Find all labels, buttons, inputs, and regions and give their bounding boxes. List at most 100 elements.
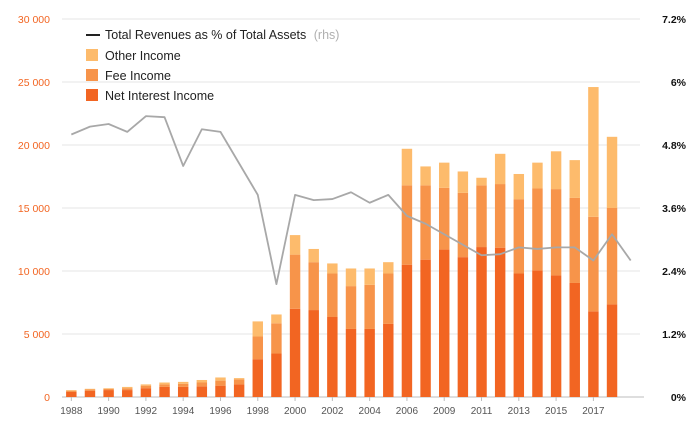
bar-fee-income-2007 bbox=[420, 185, 431, 260]
bar-other-income-2011 bbox=[494, 153, 506, 185]
bar-net-interest-income-2010 bbox=[476, 247, 487, 397]
bar-other-income-1993 bbox=[159, 382, 170, 385]
bar-net-interest-income-1996 bbox=[215, 385, 226, 397]
left-tick-label: 0 bbox=[44, 392, 50, 404]
bar-fee-income-2001 bbox=[308, 262, 319, 311]
bar-fee-income-1994 bbox=[177, 383, 189, 387]
x-tick-label: 2000 bbox=[284, 406, 307, 417]
bar-net-interest-income-1991 bbox=[122, 390, 133, 397]
right-tick-label: 2.4% bbox=[662, 266, 687, 278]
x-tick-label: 1990 bbox=[97, 406, 120, 417]
x-tick-label: 2006 bbox=[396, 406, 419, 417]
bar-other-income-1996 bbox=[215, 377, 226, 381]
right-axis: 0% 1.2% 2.4% 3.6% 4.8% 6% 7.2% bbox=[662, 14, 687, 404]
bar-fee-income-1992 bbox=[140, 385, 152, 389]
x-tick-label: 2017 bbox=[582, 406, 605, 417]
legend-swatch-fee-income bbox=[86, 69, 98, 81]
bar-fee-income-2003 bbox=[345, 286, 357, 329]
bar-fee-income-1998 bbox=[252, 336, 263, 360]
legend-label-fee-income: Fee Income bbox=[105, 69, 171, 83]
x-tick-label: 2015 bbox=[545, 406, 568, 417]
bar-other-income-2015 bbox=[569, 160, 580, 198]
x-tick-label: 2009 bbox=[433, 406, 456, 417]
bar-fee-income-2012 bbox=[513, 199, 525, 274]
left-tick-label: 25 000 bbox=[18, 77, 50, 89]
bar-net-interest-income-2000 bbox=[289, 308, 301, 397]
right-tick-label: 1.2% bbox=[662, 329, 687, 341]
bar-fee-income-2009 bbox=[457, 192, 469, 258]
bar-other-income-2001 bbox=[308, 248, 319, 263]
bar-other-income-2004 bbox=[364, 268, 375, 285]
bar-fee-income-2017 bbox=[606, 208, 618, 305]
bar-other-income-2006 bbox=[401, 148, 413, 186]
x-tick-label: 1992 bbox=[135, 406, 158, 417]
bar-fee-income-2006 bbox=[401, 185, 413, 265]
bar-net-interest-income-2004 bbox=[364, 328, 375, 397]
left-tick-label: 20 000 bbox=[18, 140, 50, 152]
bar-net-interest-income-2016 bbox=[588, 311, 599, 397]
bar-other-income-2017 bbox=[606, 136, 618, 208]
left-tick-label: 15 000 bbox=[18, 203, 50, 215]
bar-other-income-2014 bbox=[550, 151, 562, 190]
bar-other-income-2000 bbox=[289, 235, 301, 255]
bar-net-interest-income-1990 bbox=[103, 390, 114, 397]
bar-fee-income-2004 bbox=[364, 284, 375, 329]
bar-fee-income-1996 bbox=[215, 380, 226, 386]
bar-fee-income-2008 bbox=[439, 187, 450, 250]
stacked-bars bbox=[66, 87, 618, 397]
bar-fee-income-2010 bbox=[476, 185, 487, 248]
bar-other-income-1994 bbox=[177, 381, 189, 384]
bar-fee-income-2000 bbox=[289, 254, 301, 309]
bar-other-income-2003 bbox=[345, 268, 357, 287]
x-tick-label: 2002 bbox=[321, 406, 344, 417]
right-tick-label: 4.8% bbox=[662, 140, 687, 152]
bar-net-interest-income-1997 bbox=[233, 384, 245, 397]
bar-fee-income-2011 bbox=[494, 184, 506, 248]
bar-fee-income-2013 bbox=[532, 188, 543, 271]
bar-net-interest-income-2002 bbox=[327, 316, 338, 397]
bar-net-interest-income-2009 bbox=[457, 257, 469, 397]
ratio-line-path bbox=[70, 115, 632, 286]
bar-net-interest-income-2015 bbox=[569, 282, 580, 397]
bar-other-income-2008 bbox=[439, 162, 450, 188]
bar-net-interest-income-2011 bbox=[494, 247, 506, 397]
bar-fee-income-2016 bbox=[588, 216, 599, 312]
bar-fee-income-1991 bbox=[122, 388, 133, 391]
bar-other-income-1999 bbox=[271, 314, 282, 324]
bar-fee-income-2005 bbox=[383, 273, 394, 324]
bar-other-income-1990 bbox=[103, 388, 114, 389]
bar-fee-income-2002 bbox=[327, 273, 338, 317]
bar-net-interest-income-2013 bbox=[532, 270, 543, 397]
bar-other-income-1989 bbox=[84, 388, 96, 390]
bar-other-income-1998 bbox=[252, 321, 263, 337]
ratio-line bbox=[70, 115, 632, 286]
left-tick-label: 5 000 bbox=[24, 329, 50, 341]
bar-net-interest-income-2003 bbox=[345, 328, 357, 397]
bar-net-interest-income-1995 bbox=[196, 386, 208, 397]
x-tick-label: 1996 bbox=[209, 406, 232, 417]
legend-label-other-income: Other Income bbox=[105, 49, 181, 63]
bar-fee-income-1990 bbox=[103, 388, 114, 391]
bar-net-interest-income-1988 bbox=[66, 391, 77, 397]
x-tick-label: 2011 bbox=[471, 406, 493, 417]
bar-other-income-2013 bbox=[532, 162, 543, 189]
bar-fee-income-1999 bbox=[271, 323, 282, 354]
bar-other-income-2012 bbox=[513, 173, 525, 200]
bar-fee-income-1997 bbox=[233, 379, 245, 385]
right-tick-label: 3.6% bbox=[662, 203, 687, 215]
bar-fee-income-2014 bbox=[550, 189, 562, 276]
bar-net-interest-income-2006 bbox=[401, 264, 413, 397]
legend-label-net-interest-income: Net Interest Income bbox=[105, 89, 214, 103]
bar-net-interest-income-1999 bbox=[271, 353, 282, 397]
bar-other-income-2010 bbox=[476, 177, 487, 186]
bar-net-interest-income-2014 bbox=[550, 275, 562, 397]
bar-other-income-1988 bbox=[66, 390, 77, 391]
bar-net-interest-income-2001 bbox=[308, 310, 319, 397]
legend-swatch-other-income bbox=[86, 49, 98, 61]
bar-fee-income-2015 bbox=[569, 197, 580, 283]
bar-other-income-1991 bbox=[122, 386, 133, 389]
bar-net-interest-income-1998 bbox=[252, 359, 263, 397]
bar-net-interest-income-2017 bbox=[606, 304, 618, 397]
x-axis: 1988 1990 1992 1994 1996 1998 2000 2002 2004 2006… bbox=[60, 397, 605, 417]
